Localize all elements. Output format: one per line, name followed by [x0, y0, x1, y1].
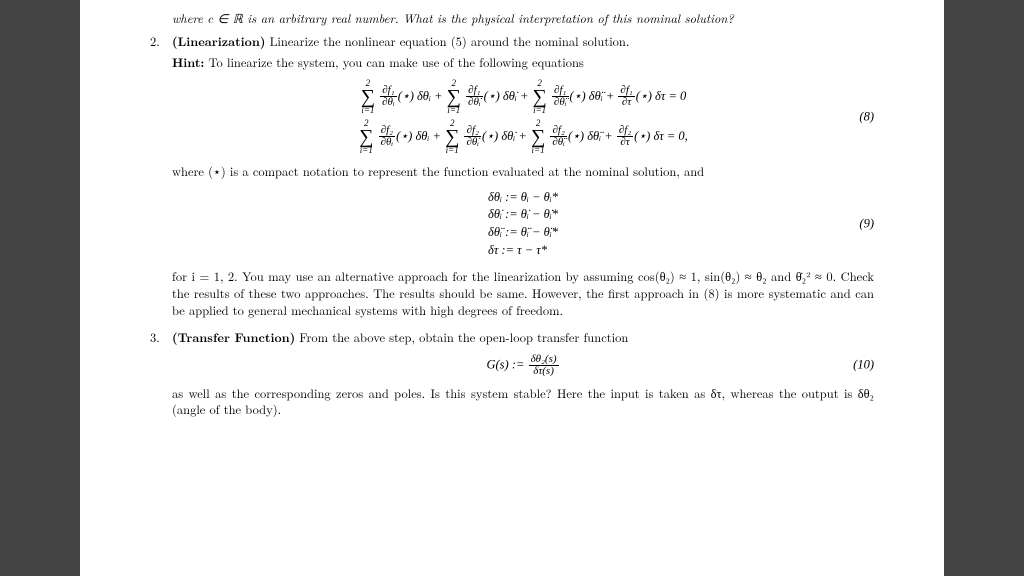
tf-num: δθ₂(s): [529, 354, 559, 366]
q2-para2: for i = 1, 2. You may use an alternative…: [172, 268, 874, 319]
q2-line1: (Linearization) Linearize the nonlinear …: [172, 33, 874, 50]
q3-body: (Transfer Function) From the above step,…: [172, 329, 874, 423]
def-4: δτ := τ − τ*: [488, 242, 558, 259]
question-3: 3. (Transfer Function) From the above st…: [150, 329, 874, 423]
eq8-row-f1: 2∑i=1 ∂f₁∂θᵢ(⋆) δθᵢ + 2∑i=1 ∂f₁∂θ̇ᵢ(⋆) δ…: [172, 79, 874, 115]
eq10-number: (10): [853, 357, 874, 374]
q2-hint: Hint: To linearize the system, you can m…: [172, 54, 874, 71]
tf-den: δτ(s): [529, 366, 559, 377]
q3-number: 3.: [150, 329, 172, 423]
eq9-number: (9): [859, 215, 874, 232]
equation-8: 2∑i=1 ∂f₁∂θᵢ(⋆) δθᵢ + 2∑i=1 ∂f₁∂θ̇ᵢ(⋆) δ…: [172, 79, 874, 155]
tf-label: G(s) :=: [486, 357, 527, 371]
tf-frac: δθ₂(s) δτ(s): [529, 354, 559, 377]
q2-hint-text: To linearize the system, you can make us…: [204, 53, 583, 71]
def-3: δθ̈ᵢ := θ̈ᵢ − θ̈ᵢ*: [488, 224, 558, 241]
page: where c ∈ ℝ is an arbitrary real number.…: [80, 0, 944, 576]
intro-line: where c ∈ ℝ is an arbitrary real number.…: [172, 10, 874, 27]
q3-para: as well as the corresponding zeros and p…: [172, 385, 874, 419]
q2-body: (Linearization) Linearize the nonlinear …: [172, 33, 874, 323]
q2-after-eq: where (⋆) is a compact notation to repre…: [172, 163, 874, 180]
equation-10: G(s) := δθ₂(s) δτ(s) (10): [172, 354, 874, 377]
q2-text: Linearize the nonlinear equation (5) aro…: [265, 32, 629, 50]
question-2: 2. (Linearization) Linearize the nonline…: [150, 33, 874, 323]
q2-hint-label: Hint:: [172, 53, 204, 71]
eq9-defs: δθᵢ := θᵢ − θᵢ* δθ̇ᵢ := θ̇ᵢ − θ̇ᵢ* δθ̈ᵢ …: [488, 188, 558, 261]
def-2: δθ̇ᵢ := θ̇ᵢ − θ̇ᵢ*: [488, 206, 558, 223]
intro-text: where c ∈ ℝ is an arbitrary real number.…: [172, 9, 734, 27]
eq8-row-f2: 2∑i=1 ∂f₂∂θᵢ(⋆) δθᵢ + 2∑i=1 ∂f₂∂θ̇ᵢ(⋆) δ…: [172, 119, 874, 155]
def-1: δθᵢ := θᵢ − θᵢ*: [488, 189, 558, 206]
equation-9: δθᵢ := θᵢ − θᵢ* δθ̇ᵢ := θ̇ᵢ − θ̇ᵢ* δθ̈ᵢ …: [172, 188, 874, 261]
q3-title: (Transfer Function): [172, 328, 295, 346]
q2-title: (Linearization): [172, 32, 265, 50]
q3-line1: (Transfer Function) From the above step,…: [172, 329, 874, 346]
eq8-number: (8): [859, 108, 874, 125]
q3-text: From the above step, obtain the open-loo…: [295, 328, 628, 346]
q2-number: 2.: [150, 33, 172, 323]
